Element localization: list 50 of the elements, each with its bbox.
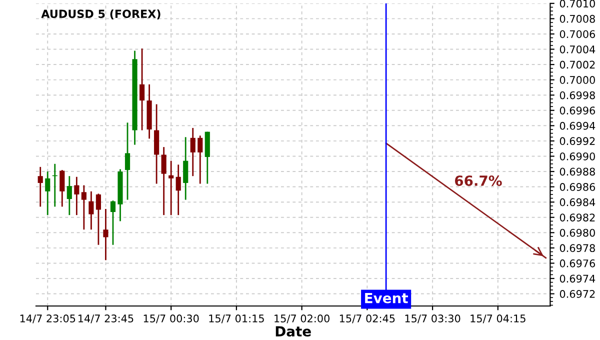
annotation: 66.7% (454, 175, 502, 186)
y-tick-label: 0.7010 (560, 0, 595, 8)
y-tick-label: 0.6998 (560, 91, 595, 100)
x-tick-label: 15/7 03:30 (405, 314, 460, 324)
y-tick-label: 0.6982 (560, 214, 595, 222)
y-tick-label: 0.6990 (560, 152, 595, 160)
x-tick-label: 15/7 04:15 (470, 314, 526, 324)
y-tick-label: 0.6996 (560, 106, 596, 114)
y-tick-label: 0.7000 (560, 76, 595, 84)
candlestick (161, 146, 166, 216)
candlestick (124, 122, 130, 200)
y-tick-label: 0.6984 (560, 198, 596, 206)
candlestick (103, 208, 108, 261)
y-tick-label: 0.6992 (560, 137, 595, 146)
x-tick-label: 14/7 23:05 (20, 314, 76, 324)
candlestick (198, 134, 203, 184)
candlestick (176, 164, 181, 216)
candlestick (110, 200, 116, 246)
candlestick (183, 136, 188, 200)
y-tick-label: 0.7004 (560, 45, 596, 54)
x-tick-label: 15/7 02:00 (274, 314, 330, 324)
y-tick-label: 0.6974 (560, 274, 596, 283)
y-tick-label: 0.6986 (560, 183, 596, 191)
candlestick (81, 184, 86, 230)
candlestick (96, 192, 101, 246)
x-tick-label: 14/7 23:45 (78, 314, 134, 324)
candlestick (66, 175, 72, 216)
y-tick-label: 0.6988 (560, 168, 595, 176)
y-tick-label: 0.6978 (560, 244, 595, 252)
candlestick (60, 169, 65, 208)
x-tick-label: 15/7 02:45 (340, 314, 395, 324)
ref-line-label: Event (365, 292, 408, 304)
y-tick-label: 0.6980 (560, 228, 595, 237)
candlestick (45, 170, 50, 216)
y-tick-label: 0.7002 (560, 60, 595, 69)
candlestick (168, 160, 174, 216)
candlestick (190, 127, 196, 177)
candlestick (38, 166, 43, 208)
candlestick (139, 48, 145, 131)
y-tick-label: 0.6972 (560, 290, 595, 298)
x-tick-label: 15/7 00:30 (144, 314, 199, 324)
x-tick-label: 15/7 01:15 (209, 314, 264, 324)
y-tick-label: 0.6994 (560, 122, 596, 130)
candlestick (74, 176, 80, 216)
chart-title: AUDUSD 5 (FOREX) (41, 9, 160, 20)
y-tick-label: 0.6976 (560, 259, 596, 268)
y-tick-label: 0.7008 (560, 14, 595, 23)
candlestick (88, 190, 94, 230)
y-tick-label: 0.7006 (560, 30, 596, 38)
x-axis-title: Date (276, 326, 311, 337)
